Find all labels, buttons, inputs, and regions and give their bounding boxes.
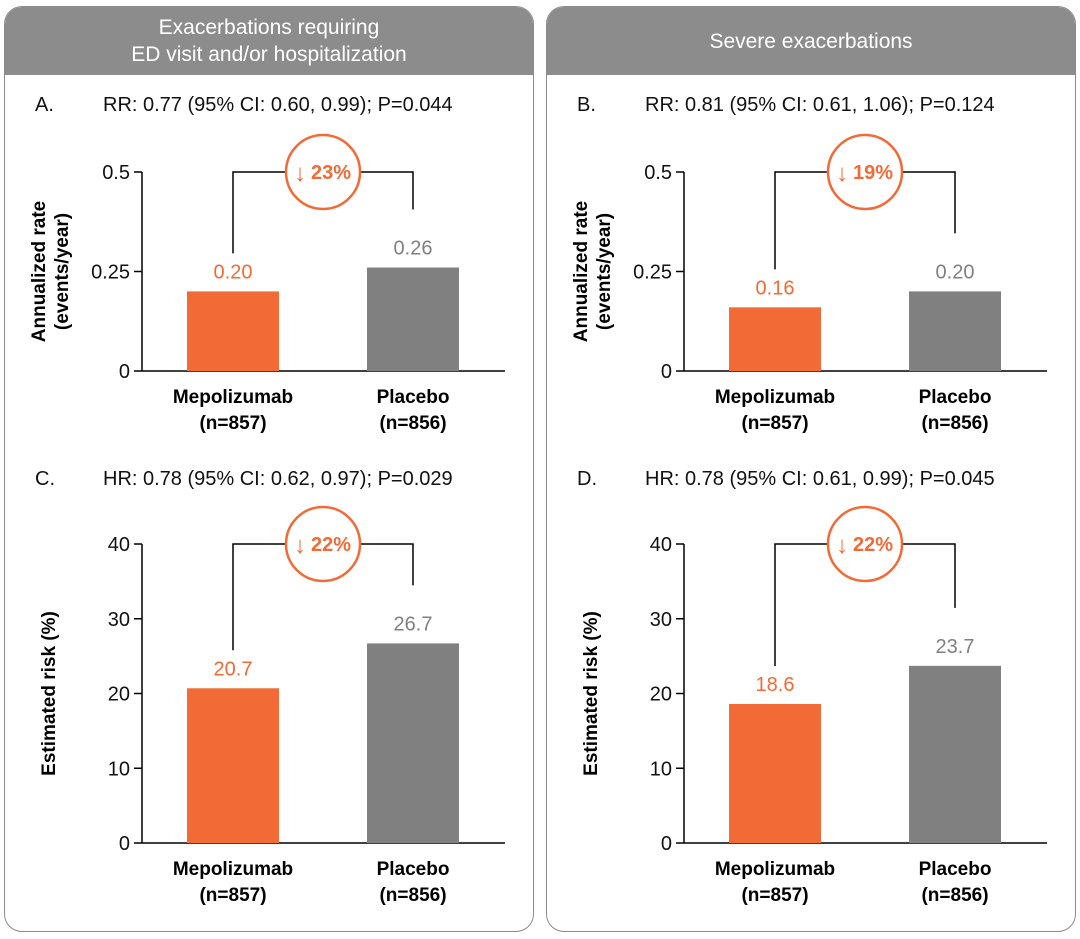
- stat-line: RR: 0.77 (95% CI: 0.60, 0.99); P=0.044: [103, 94, 453, 116]
- y-tick-label: 0: [661, 361, 672, 383]
- panel-header-left: Exacerbations requiring ED visit and/or …: [5, 7, 533, 75]
- reduction-circle: [826, 133, 904, 211]
- category-label-mepolizumab: Mepolizumab (n=857): [173, 859, 293, 906]
- y-tick-label: 0: [119, 833, 130, 855]
- panel-left: Exacerbations requiring ED visit and/or …: [4, 6, 534, 932]
- y-tick-label: 20: [108, 684, 130, 706]
- chart-c: C. HR: 0.78 (95% CI: 0.62, 0.97); P=0.029…: [35, 468, 505, 906]
- down-arrow-icon: ↓: [294, 160, 306, 187]
- down-arrow-icon: ↓: [294, 532, 306, 559]
- panel-right: Severe exacerbations B. RR: 0.81 (95% CI:…: [546, 6, 1076, 932]
- bar-mepolizumab: [187, 688, 279, 843]
- value-label-mepolizumab: 18.6: [756, 674, 795, 696]
- y-tick-label: 20: [650, 684, 672, 706]
- reduction-label: 22%: [853, 534, 893, 556]
- panel-title-left: Exacerbations requiring ED visit and/or …: [131, 16, 407, 66]
- down-arrow-icon: ↓: [836, 160, 848, 187]
- bar-mepolizumab: [729, 703, 821, 843]
- chart-d: D. HR: 0.78 (95% CI: 0.61, 0.99); P=0.045…: [577, 468, 1047, 906]
- stat-line: RR: 0.81 (95% CI: 0.61, 1.06); P=0.124: [645, 94, 995, 116]
- bar-placebo: [367, 643, 459, 843]
- category-label-placebo: Placebo (n=856): [377, 387, 450, 434]
- y-axis-label: Annualized rate (events/year): [571, 201, 615, 342]
- panel-header-right: Severe exacerbations: [547, 7, 1075, 75]
- y-tick-label: 0.25: [633, 262, 672, 284]
- bar-mepolizumab: [729, 307, 821, 371]
- value-label-mepolizumab: 20.7: [214, 658, 253, 680]
- y-tick-label: 0.25: [91, 262, 130, 284]
- panel-label: D.: [577, 468, 597, 490]
- category-label-placebo: Placebo (n=856): [919, 859, 992, 906]
- panel-label: C.: [35, 468, 55, 490]
- panel-label: B.: [577, 94, 596, 116]
- y-tick-label: 0: [119, 361, 130, 383]
- reduction-circle: [284, 133, 362, 211]
- bar-mepolizumab: [187, 291, 279, 371]
- chart-a: A. RR: 0.77 (95% CI: 0.60, 0.99); P=0.044…: [29, 94, 505, 434]
- panel-left-charts: A. RR: 0.77 (95% CI: 0.60, 0.99); P=0.044…: [29, 94, 505, 906]
- panel-title-right: Severe exacerbations: [709, 29, 913, 53]
- category-label-mepolizumab: Mepolizumab (n=857): [173, 387, 293, 434]
- reduction-circle: [284, 505, 362, 583]
- panel-label: A.: [35, 94, 54, 116]
- y-tick-label: 10: [108, 758, 130, 780]
- stat-line: HR: 0.78 (95% CI: 0.62, 0.97); P=0.029: [103, 468, 453, 490]
- y-tick-label: 40: [650, 534, 672, 556]
- category-label-mepolizumab: Mepolizumab (n=857): [715, 859, 835, 906]
- y-tick-label: 0.5: [644, 162, 672, 184]
- reduction-label: 19%: [853, 162, 893, 184]
- stat-line: HR: 0.78 (95% CI: 0.61, 0.99); P=0.045: [645, 468, 995, 490]
- panel-right-charts: B. RR: 0.81 (95% CI: 0.61, 1.06); P=0.124…: [571, 94, 1047, 906]
- value-label-mepolizumab: 0.20: [214, 261, 253, 283]
- category-label-mepolizumab: Mepolizumab (n=857): [715, 387, 835, 434]
- bar-placebo: [367, 267, 459, 371]
- y-tick-label: 40: [108, 534, 130, 556]
- bar-placebo: [909, 665, 1001, 843]
- category-label-placebo: Placebo (n=856): [377, 859, 450, 906]
- y-tick-label: 30: [108, 609, 130, 631]
- value-label-placebo: 0.20: [936, 261, 975, 283]
- y-tick-label: 30: [650, 609, 672, 631]
- value-label-placebo: 23.7: [936, 636, 975, 658]
- value-label-placebo: 0.26: [394, 238, 433, 260]
- y-tick-label: 10: [650, 758, 672, 780]
- y-axis-label: Estimated risk (%): [581, 611, 602, 776]
- bar-placebo: [909, 291, 1001, 371]
- y-axis-label: Estimated risk (%): [39, 611, 60, 776]
- y-tick-label: 0: [661, 833, 672, 855]
- y-tick-label: 0.5: [102, 162, 130, 184]
- value-label-placebo: 26.7: [394, 613, 433, 635]
- reduction-label: 23%: [311, 162, 351, 184]
- chart-b: B. RR: 0.81 (95% CI: 0.61, 1.06); P=0.124…: [571, 94, 1047, 434]
- y-axis-label: Annualized rate (events/year): [29, 201, 73, 342]
- reduction-circle: [826, 505, 904, 583]
- reduction-label: 22%: [311, 534, 351, 556]
- category-label-placebo: Placebo (n=856): [919, 387, 992, 434]
- value-label-mepolizumab: 0.16: [756, 277, 795, 299]
- down-arrow-icon: ↓: [836, 532, 848, 559]
